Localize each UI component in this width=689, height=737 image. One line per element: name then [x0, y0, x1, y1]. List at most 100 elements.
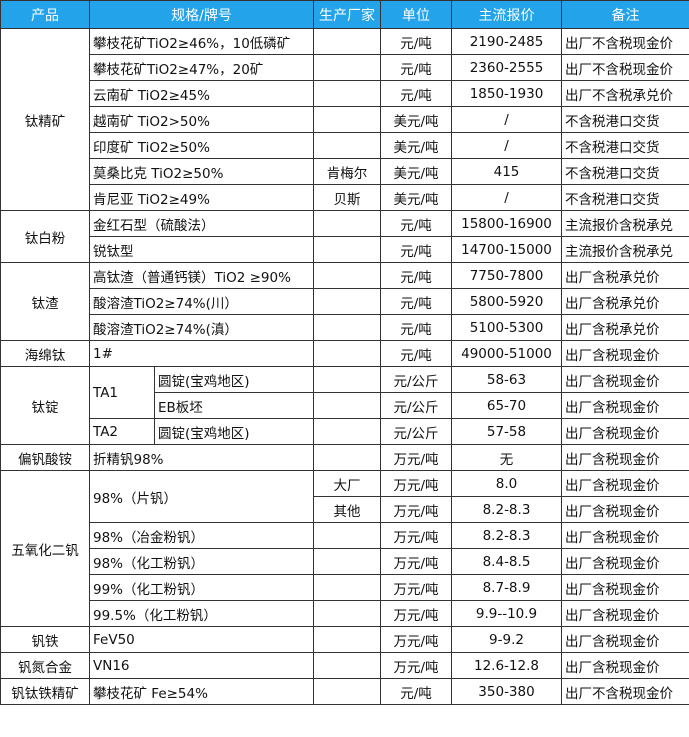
price-cell: 58-63: [451, 366, 562, 393]
table-row: 钒氮合金 VN16 万元/吨 12.6-12.8 出厂含税现金价: [0, 652, 689, 679]
header-product: 产品: [0, 0, 90, 29]
producer-cell: [313, 652, 381, 679]
table-row: 99%（化工粉钒） 万元/吨 8.7-8.9 出厂含税现金价: [1, 574, 689, 601]
product-cell: 钒钛铁精矿: [0, 678, 90, 705]
spec-cell: 98%（化工粉钒）: [89, 548, 314, 575]
price-cell: 7750-7800: [451, 262, 562, 289]
grade-cell: TA2: [89, 418, 155, 445]
price-cell: 57-58: [451, 418, 562, 445]
unit-cell: 元/吨: [380, 340, 452, 367]
producer-cell: [313, 600, 381, 627]
header-price: 主流报价: [451, 0, 562, 29]
producer-cell: [313, 366, 381, 393]
producer-cell: 其他: [313, 496, 381, 523]
remark-cell: 出厂不含税现金价: [561, 678, 689, 705]
producer-cell: [313, 54, 381, 81]
product-cell: 五氧化二钒: [0, 470, 90, 627]
unit-cell: 元/吨: [380, 236, 452, 263]
table-row: 酸溶渣TiO2≥74%(川） 元/吨 5800-5920 出厂含税承兑价: [1, 288, 689, 315]
remark-cell: 出厂含税承兑价: [561, 314, 689, 341]
unit-cell: 元/吨: [380, 678, 452, 705]
unit-cell: 万元/吨: [380, 522, 452, 549]
spec-cell: 云南矿 TiO2≥45%: [89, 80, 314, 107]
price-table: 产品 规格/牌号 生产厂家 单位 主流报价 备注 钛精矿 攀枝花矿TiO2≥46%…: [0, 0, 689, 705]
table-row: 印度矿 TiO2≥50% 美元/吨 / 不含税港口交货: [1, 132, 689, 159]
remark-cell: 出厂含税现金价: [561, 626, 689, 653]
price-cell: 8.2-8.3: [451, 522, 562, 549]
unit-cell: 元/吨: [380, 262, 452, 289]
spec-cell: 印度矿 TiO2≥50%: [89, 132, 314, 159]
spec-cell: 圆锭(宝鸡地区): [154, 366, 314, 393]
producer-cell: 大厂: [313, 470, 381, 497]
price-cell: 8.0: [451, 470, 562, 497]
price-cell: 415: [451, 158, 562, 185]
price-cell: 350-380: [451, 678, 562, 705]
table-row: 98%（化工粉钒） 万元/吨 8.4-8.5 出厂含税现金价: [1, 548, 689, 575]
price-cell: 15800-16900: [451, 210, 562, 237]
producer-cell: [313, 574, 381, 601]
unit-cell: 美元/吨: [380, 132, 452, 159]
remark-cell: 不含税港口交货: [561, 158, 689, 185]
remark-cell: 出厂不含税承兑价: [561, 80, 689, 107]
table-row: 攀枝花矿TiO2≥47%，20矿 元/吨 2360-2555 出厂不含税现金价: [1, 54, 689, 81]
product-cell: 钛渣: [0, 262, 90, 341]
table-row: 钒钛铁精矿 攀枝花矿 Fe≥54% 元/吨 350-380 出厂不含税现金价: [0, 678, 689, 705]
unit-cell: 元/吨: [380, 288, 452, 315]
spec-cell: FeV50: [89, 626, 314, 653]
product-cell: 海绵钛: [0, 340, 90, 367]
remark-cell: 出厂含税现金价: [561, 366, 689, 393]
unit-cell: 美元/吨: [380, 106, 452, 133]
unit-cell: 元/吨: [380, 28, 452, 55]
producer-cell: [313, 444, 381, 471]
spec-cell: 莫桑比克 TiO2≥50%: [89, 158, 314, 185]
unit-cell: 元/吨: [380, 314, 452, 341]
table-row: 钛渣 高钛渣（普通钙镁）TiO2 ≥90% 元/吨 7750-7800 出厂含税承兑价: [0, 262, 689, 341]
producer-cell: 贝斯: [313, 184, 381, 211]
unit-cell: 万元/吨: [380, 600, 452, 627]
price-cell: /: [451, 106, 562, 133]
producer-cell: [313, 80, 381, 107]
table-row: 云南矿 TiO2≥45% 元/吨 1850-1930 出厂不含税承兑价: [1, 80, 689, 107]
price-cell: 14700-15000: [451, 236, 562, 263]
remark-cell: 出厂含税现金价: [561, 392, 689, 419]
table-body: 钛精矿 攀枝花矿TiO2≥46%，10低磷矿 元/吨 2190-2485 出厂不含税现金…: [0, 28, 689, 705]
header-unit: 单位: [380, 0, 452, 29]
unit-cell: 万元/吨: [380, 626, 452, 653]
unit-cell: 万元/吨: [380, 652, 452, 679]
header-row: 产品 规格/牌号 生产厂家 单位 主流报价 备注: [0, 0, 689, 29]
price-cell: 9-9.2: [451, 626, 562, 653]
price-cell: 无: [451, 444, 562, 471]
table-row: 98%（冶金粉钒） 万元/吨 8.2-8.3 出厂含税现金价: [1, 522, 689, 549]
spec-cell: 98%（片钒）: [89, 470, 314, 523]
unit-cell: 万元/吨: [380, 470, 452, 497]
producer-cell: 肯梅尔: [313, 158, 381, 185]
remark-cell: 出厂含税现金价: [561, 418, 689, 445]
remark-cell: 出厂含税现金价: [561, 340, 689, 367]
price-cell: 5800-5920: [451, 288, 562, 315]
producer-cell: [313, 28, 381, 55]
price-cell: 8.4-8.5: [451, 548, 562, 575]
remark-cell: 不含税港口交货: [561, 132, 689, 159]
table-row: 钛锭 TA1 圆锭(宝鸡地区) 元/公斤 58-63 出厂含税现金价: [0, 366, 689, 445]
spec-cell: 折精钒98%: [89, 444, 314, 471]
remark-cell: 出厂含税现金价: [561, 444, 689, 471]
producer-cell: [313, 132, 381, 159]
table-row: 越南矿 TiO2>50% 美元/吨 / 不含税港口交货: [1, 106, 689, 133]
remark-cell: 不含税港口交货: [561, 184, 689, 211]
unit-cell: 万元/吨: [380, 548, 452, 575]
remark-cell: 出厂含税现金价: [561, 522, 689, 549]
remark-cell: 出厂含税现金价: [561, 574, 689, 601]
header-producer: 生产厂家: [313, 0, 381, 29]
product-cell: 钛精矿: [0, 28, 90, 211]
price-cell: 9.9--10.9: [451, 600, 562, 627]
product-cell: 钛白粉: [0, 210, 90, 263]
spec-cell: 圆锭(宝鸡地区): [154, 418, 314, 445]
remark-cell: 出厂含税承兑价: [561, 288, 689, 315]
table-row: 钛白粉 金红石型（硫酸法） 元/吨 15800-16900 主流报价含税承兑: [0, 210, 689, 263]
remark-cell: 主流报价含税承兑: [561, 236, 689, 263]
spec-cell: 锐钛型: [89, 236, 314, 263]
spec-cell: 越南矿 TiO2>50%: [89, 106, 314, 133]
spec-cell: 攀枝花矿TiO2≥46%，10低磷矿: [89, 28, 314, 55]
spec-cell: 99%（化工粉钒）: [89, 574, 314, 601]
producer-cell: [313, 236, 381, 263]
